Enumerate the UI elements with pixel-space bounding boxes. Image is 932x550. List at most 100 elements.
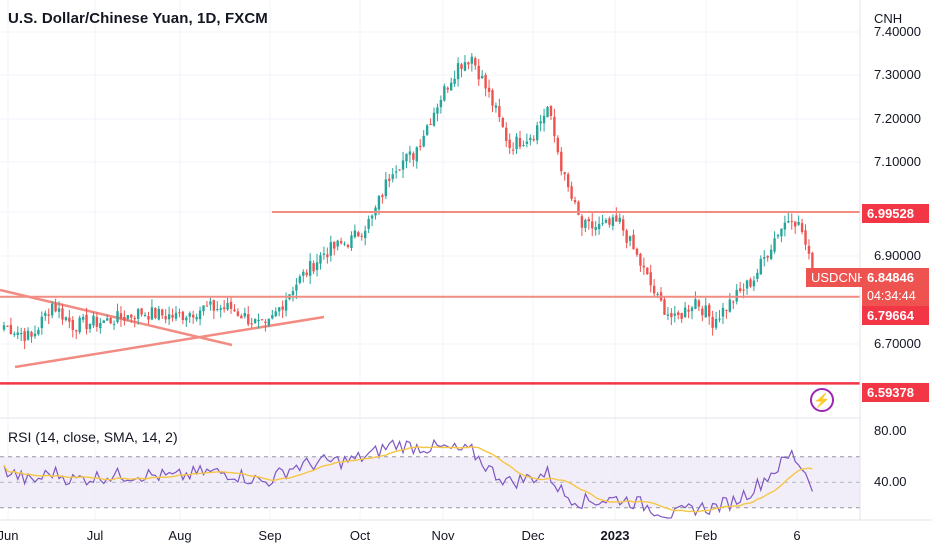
- candle-body: [477, 65, 480, 80]
- candle-body: [174, 312, 178, 319]
- candle-body: [505, 127, 508, 141]
- candle: [697, 299, 701, 311]
- rsi-band: [0, 456, 860, 508]
- candle: [75, 329, 78, 340]
- candle: [164, 309, 167, 324]
- current-price-badge: 6.84846: [862, 268, 929, 287]
- candle-body: [666, 314, 670, 316]
- candle-body: [150, 307, 154, 320]
- candle-body: [154, 307, 157, 319]
- candle: [229, 296, 233, 314]
- candle: [136, 307, 140, 325]
- candle: [615, 207, 618, 222]
- candle-body: [291, 291, 295, 295]
- candle: [274, 307, 277, 317]
- candle-body: [30, 331, 33, 337]
- candle-body: [670, 312, 673, 318]
- candle-body: [44, 312, 47, 316]
- candle-body: [250, 323, 253, 325]
- candle: [78, 315, 81, 335]
- candle-body: [604, 220, 608, 223]
- candle: [57, 301, 61, 319]
- candle: [154, 307, 157, 320]
- candle-body: [195, 317, 198, 320]
- candle: [560, 147, 563, 176]
- candle-body: [522, 145, 525, 147]
- candle: [456, 57, 460, 87]
- candle-body: [556, 137, 560, 153]
- candle: [305, 269, 308, 278]
- candle: [308, 253, 312, 285]
- candle-body: [412, 153, 415, 160]
- candle: [711, 310, 714, 336]
- candle: [704, 297, 707, 318]
- candle-body: [405, 153, 408, 162]
- rsi-tick-label: 40.00: [874, 474, 907, 489]
- candle: [247, 306, 250, 327]
- y-tick-label: 6.90000: [874, 248, 921, 263]
- candle: [381, 193, 384, 204]
- candle-body: [673, 313, 676, 316]
- candle: [745, 279, 749, 295]
- candle: [50, 301, 54, 319]
- candle-body: [260, 319, 264, 321]
- candle-body: [219, 308, 222, 310]
- trendline-up: [14, 315, 325, 369]
- candle-body: [167, 314, 171, 320]
- candle: [563, 171, 566, 181]
- candle-body: [635, 248, 639, 255]
- candle-body: [646, 267, 649, 275]
- candle: [13, 331, 16, 337]
- candle: [518, 130, 522, 150]
- candle-body: [6, 325, 9, 327]
- candle-body: [487, 87, 491, 92]
- candle-body: [240, 315, 243, 319]
- rsi-indicator-label[interactable]: RSI (14, close, SMA, 14, 2): [8, 429, 178, 445]
- candle-body: [391, 174, 394, 180]
- candle-body: [357, 232, 360, 237]
- candle-body: [680, 312, 683, 319]
- candle: [453, 70, 456, 87]
- candle-body: [745, 280, 749, 289]
- candle-body: [388, 178, 391, 181]
- candle: [460, 63, 463, 78]
- candle: [628, 235, 632, 247]
- candle: [167, 306, 171, 325]
- candle-body: [281, 306, 284, 310]
- candle-body: [529, 137, 532, 141]
- candle-body: [769, 249, 773, 260]
- candle: [40, 311, 44, 335]
- candle: [271, 309, 274, 320]
- candle-body: [192, 314, 195, 318]
- candle: [95, 312, 99, 332]
- candle-body: [47, 314, 50, 316]
- candle: [264, 319, 267, 332]
- candle-body: [257, 319, 260, 322]
- candle: [608, 216, 611, 228]
- y-tick-label: 7.30000: [874, 67, 921, 82]
- lightning-icon[interactable]: ⚡: [810, 388, 834, 412]
- candle: [123, 310, 126, 326]
- x-tick-label: Jul: [87, 528, 104, 543]
- candle-body: [68, 317, 71, 322]
- candle-body: [800, 223, 804, 232]
- x-tick-label: Oct: [350, 528, 371, 543]
- candle-body: [147, 316, 150, 320]
- candle-body: [419, 145, 422, 147]
- candle-body: [432, 112, 436, 126]
- candle: [343, 241, 346, 247]
- symbol-tag: USDCNH: [806, 268, 872, 287]
- candle: [790, 213, 793, 230]
- candle: [635, 247, 639, 257]
- x-tick-label: Jun: [0, 528, 18, 543]
- candle: [216, 301, 219, 312]
- candle-body: [333, 241, 336, 249]
- candle-body: [360, 235, 363, 237]
- candle: [432, 107, 436, 127]
- candle: [529, 134, 532, 146]
- candle: [436, 103, 439, 122]
- candle-body: [415, 147, 418, 162]
- candle: [85, 307, 88, 335]
- candle-body: [143, 315, 147, 317]
